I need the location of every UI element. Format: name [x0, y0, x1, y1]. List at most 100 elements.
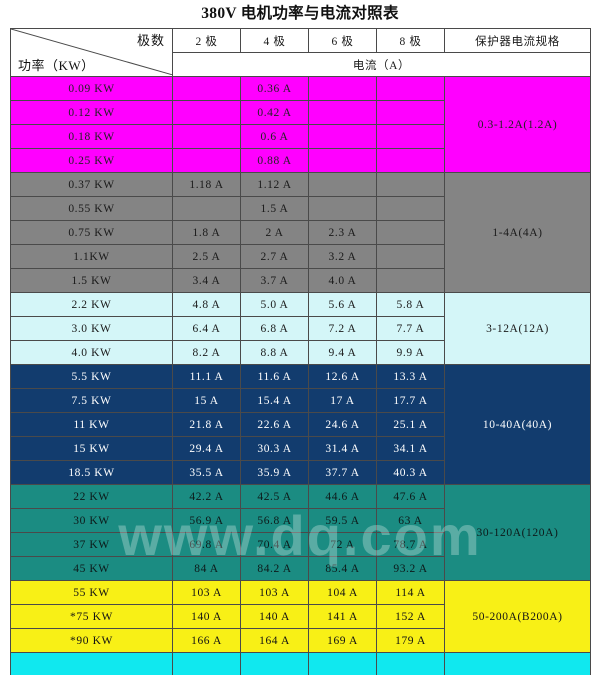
power-cell: 2.2 KW	[10, 292, 173, 317]
power-cell: 3.0 KW	[10, 316, 173, 341]
table-row: 2.2 KW 4.8 A 5.0 A 5.6 A 5.8 A 3-12A(12A)	[10, 292, 591, 365]
current-2pole-cell: 6.4 A	[172, 316, 241, 341]
current-4pole-cell: 140 A	[240, 604, 309, 629]
power-cell: 22 KW	[10, 484, 173, 509]
current-6pole-cell: 3.2 A	[308, 244, 377, 269]
power-cell: 0.37 KW	[10, 172, 173, 197]
table-row: *75 KW 140 A 140 A 141 A 152 A	[10, 604, 591, 629]
power-cell: 0.12 KW	[10, 100, 173, 125]
power-cell: 55 KW	[10, 580, 173, 605]
current-6pole-cell: 9.4 A	[308, 340, 377, 365]
table-row: 4.0 KW 8.2 A 8.8 A 9.4 A 9.9 A	[10, 340, 591, 365]
current-2pole-cell: 84 A	[172, 556, 241, 581]
current-2pole-cell: 69.8 A	[172, 532, 241, 557]
protector-spec-cell: 10-40A(40A)	[444, 364, 591, 485]
table-row: 1.5 KW 3.4 A 3.7 A 4.0 A	[10, 268, 591, 293]
page-title: 380V 电机功率与电流对照表	[201, 5, 399, 22]
header-protector-spec: 保护器电流规格	[444, 28, 591, 53]
current-8pole-cell	[376, 268, 445, 293]
current-4pole-cell: 15.4 A	[240, 388, 309, 413]
current-2pole-cell: 15 A	[172, 388, 241, 413]
protector-spec-cell: 3-12A(12A)	[444, 292, 591, 365]
power-cell: 18.5 KW	[10, 460, 173, 485]
power-cell: 0.18 KW	[10, 124, 173, 149]
current-6pole-cell	[308, 172, 377, 197]
current-4pole-cell: 2.7 A	[240, 244, 309, 269]
current-4pole-cell: 0.42 A	[240, 100, 309, 125]
current-8pole-cell: 114 A	[376, 580, 445, 605]
current-2pole-cell: 11.1 A	[172, 364, 241, 389]
current-8pole-cell	[376, 124, 445, 149]
current-6pole-cell: 31.4 A	[308, 436, 377, 461]
power-cell: 15 KW	[10, 436, 173, 461]
current-2pole-cell: 103 A	[172, 580, 241, 605]
power-cell: 37 KW	[10, 532, 173, 557]
current-2pole-cell	[172, 196, 241, 221]
protector-spec-cell: 1-4A(4A)	[444, 172, 591, 293]
current-4pole-cell: 11.6 A	[240, 364, 309, 389]
power-cell: 1.5 KW	[10, 268, 173, 293]
current-8pole-cell: 78.7 A	[376, 532, 445, 557]
current-6pole-cell: 2.3 A	[308, 220, 377, 245]
current-4pole-cell: 42.5 A	[240, 484, 309, 509]
current-2pole-cell: 8.2 A	[172, 340, 241, 365]
power-cell: 7.5 KW	[10, 388, 173, 413]
current-6pole-cell: 59.5 A	[308, 508, 377, 533]
current-6pole-cell: 5.6 A	[308, 292, 377, 317]
current-8pole-cell	[376, 220, 445, 245]
table-row: 37 KW 69.8 A 70.4 A 72 A 78.7 A	[10, 532, 591, 557]
current-2pole-cell: 29.4 A	[172, 436, 241, 461]
current-6pole-cell: 24.6 A	[308, 412, 377, 437]
table-row: 22 KW 42.2 A 42.5 A 44.6 A 47.6 A 30-120A(120…	[10, 484, 591, 581]
protector-spec-cell: 0.3-1.2A(1.2A)	[444, 76, 591, 173]
table-row: 0.37 KW 1.18 A 1.12 A 1-4A(4A)	[10, 172, 591, 293]
current-4pole-cell: 70.4 A	[240, 532, 309, 557]
table-row: 5.5 KW 11.1 A 11.6 A 12.6 A 13.3 A 10-40A(40A…	[10, 364, 591, 485]
current-2pole-cell: 166 A	[172, 628, 241, 653]
header-row-current: 电流（A）	[11, 52, 591, 77]
table-row: 45 KW 84 A 84.2 A 85.4 A 93.2 A	[10, 556, 591, 581]
current-4pole-cell: 84.2 A	[240, 556, 309, 581]
current-4pole-cell: 164 A	[240, 628, 309, 653]
current-2pole-cell: 21.8 A	[172, 412, 241, 437]
power-cell: 45 KW	[10, 556, 173, 581]
current-8pole-cell	[376, 76, 445, 101]
current-6pole-cell	[308, 148, 377, 173]
current-2pole-cell	[172, 652, 241, 675]
current-4pole-cell: 0.6 A	[240, 124, 309, 149]
current-2pole-cell: 140 A	[172, 604, 241, 629]
table-row: 3.0 KW 6.4 A 6.8 A 7.2 A 7.7 A	[10, 316, 591, 341]
current-8pole-cell: 63 A	[376, 508, 445, 533]
current-4pole-cell: 1.12 A	[240, 172, 309, 197]
current-8pole-cell: 17.7 A	[376, 388, 445, 413]
current-6pole-cell: 72 A	[308, 532, 377, 557]
power-cell: 4.0 KW	[10, 340, 173, 365]
table-row: 0.18 KW 0.6 A	[10, 124, 591, 149]
current-2pole-cell: 1.18 A	[172, 172, 241, 197]
header-current-unit: 电流（A）	[172, 52, 591, 77]
current-2pole-cell	[172, 124, 241, 149]
protector-spec-cell: 50-200A(B200A)	[444, 580, 591, 653]
power-cell: *90 KW	[10, 628, 173, 653]
current-6pole-cell: 7.2 A	[308, 316, 377, 341]
table-row: 7.5 KW 15 A 15.4 A 17 A 17.7 A	[10, 388, 591, 413]
current-2pole-cell: 56.9 A	[172, 508, 241, 533]
current-6pole-cell: 4.0 A	[308, 268, 377, 293]
current-4pole-cell: 1.5 A	[240, 196, 309, 221]
current-6pole-cell	[308, 100, 377, 125]
current-6pole-cell	[308, 76, 377, 101]
current-6pole-cell	[308, 196, 377, 221]
current-2pole-cell: 2.5 A	[172, 244, 241, 269]
current-4pole-cell: 0.36 A	[240, 76, 309, 101]
header-row-poles: 极数 功率（KW） 2 极 4 极 6 极 8 极 保护器电流规格	[10, 28, 591, 77]
power-cell: 30 KW	[10, 508, 173, 533]
current-8pole-cell	[376, 652, 445, 675]
current-8pole-cell	[376, 172, 445, 197]
header-pole-6: 6 极	[308, 28, 377, 53]
current-2pole-cell: 4.8 A	[172, 292, 241, 317]
protector-spec-cell: 30-120A(120A)	[444, 484, 591, 581]
current-2pole-cell: 3.4 A	[172, 268, 241, 293]
table-row: 11 KW 21.8 A 22.6 A 24.6 A 25.1 A	[10, 412, 591, 437]
current-6pole-cell: 85.4 A	[308, 556, 377, 581]
